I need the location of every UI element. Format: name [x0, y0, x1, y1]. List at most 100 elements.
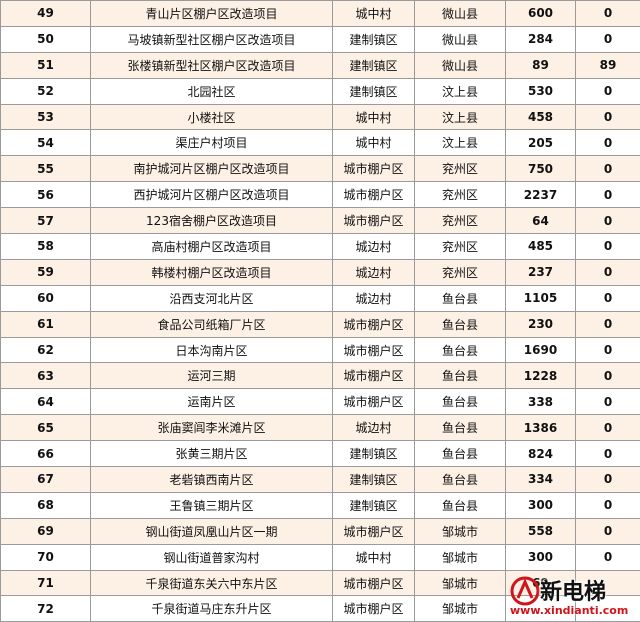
- table-row: 56 西护城河片区棚户区改造项目 城市棚户区 兖州区 2237 0: [0, 181, 640, 209]
- table-cell: 0: [575, 258, 640, 286]
- table-cell: 兖州区: [414, 233, 506, 260]
- table-row: 68 王鲁镇三期片区 建制镇区 鱼台县 300 0: [0, 491, 640, 519]
- table-row: 71 千泉街道东关六中东片区 城市棚户区 邹城市 69: [0, 569, 640, 597]
- table-cell: 城市棚户区: [332, 595, 415, 622]
- table-cell: 邹城市: [414, 569, 506, 597]
- table-cell: 兖州区: [414, 258, 506, 286]
- table-cell: 小楼社区: [90, 103, 333, 131]
- table-cell: 237: [505, 258, 576, 286]
- table-cell: 72: [0, 595, 91, 622]
- table-cell: 城中村: [332, 129, 415, 157]
- table-cell: 1228: [505, 362, 576, 390]
- table-cell: 600: [505, 0, 576, 27]
- table-cell: 城市棚户区: [332, 336, 415, 364]
- table-cell: 青山片区棚户区改造项目: [90, 0, 333, 27]
- table-cell: 建制镇区: [332, 466, 415, 493]
- table-cell: [575, 569, 640, 597]
- table-cell: 0: [575, 25, 640, 53]
- table-cell: 0: [575, 77, 640, 105]
- table-row: 50 马坡镇新型社区棚户区改造项目 建制镇区 微山县 284 0: [0, 25, 640, 53]
- table-cell: 汶上县: [414, 129, 506, 157]
- table-cell: 城边村: [332, 258, 415, 286]
- table-cell: 微山县: [414, 25, 506, 53]
- table-cell: 城市棚户区: [332, 517, 415, 545]
- table-cell: 0: [575, 207, 640, 235]
- table-cell: 58: [0, 233, 91, 260]
- table-cell: 鱼台县: [414, 310, 506, 338]
- table-cell: 52: [0, 77, 91, 105]
- table-cell: 60: [0, 284, 91, 312]
- table-row: 53 小楼社区 城中村 汶上县 458 0: [0, 103, 640, 131]
- table-cell: 230: [505, 310, 576, 338]
- table-cell: 城中村: [332, 543, 415, 571]
- table-cell: 食品公司纸箱厂片区: [90, 310, 333, 338]
- table-cell: 鱼台县: [414, 466, 506, 493]
- table-cell: 57: [0, 207, 91, 235]
- table-row: 62 日本沟南片区 城市棚户区 鱼台县 1690 0: [0, 336, 640, 364]
- table-cell: 城边村: [332, 233, 415, 260]
- table-cell: 建制镇区: [332, 491, 415, 519]
- table-cell: 张黄三期片区: [90, 440, 333, 468]
- table-cell: 鱼台县: [414, 388, 506, 416]
- table-cell: 千泉街道马庄东升片区: [90, 595, 333, 622]
- table-cell: 334: [505, 466, 576, 493]
- table-cell: 邹城市: [414, 517, 506, 545]
- table-cell: 南护城河片区棚户区改造项目: [90, 155, 333, 183]
- table-cell: 张庙窦闾李米滩片区: [90, 414, 333, 442]
- table-cell: 城中村: [332, 103, 415, 131]
- table-cell: 69: [0, 517, 91, 545]
- table-row: 64 运南片区 城市棚户区 鱼台县 338 0: [0, 388, 640, 416]
- table-cell: 51: [0, 51, 91, 79]
- table-cell: 建制镇区: [332, 25, 415, 53]
- table-cell: 53: [0, 103, 91, 131]
- table-cell: 兖州区: [414, 155, 506, 183]
- table-cell: 55: [0, 155, 91, 183]
- table-cell: 54: [0, 129, 91, 157]
- table-cell: 50: [0, 25, 91, 53]
- table-cell: 0: [575, 491, 640, 519]
- table-cell: 邹城市: [414, 595, 506, 622]
- table-cell: 2237: [505, 181, 576, 209]
- table-cell: 64: [505, 207, 576, 235]
- table-cell: 0: [575, 388, 640, 416]
- table-cell: 建制镇区: [332, 51, 415, 79]
- table-cell: 兖州区: [414, 207, 506, 235]
- table-cell: 300: [505, 543, 576, 571]
- table-cell: 北园社区: [90, 77, 333, 105]
- table-cell: 马坡镇新型社区棚户区改造项目: [90, 25, 333, 53]
- table-cell: 338: [505, 388, 576, 416]
- table-cell: 西护城河片区棚户区改造项目: [90, 181, 333, 209]
- table-cell: 鱼台县: [414, 414, 506, 442]
- table-cell: 韩楼村棚户区改造项目: [90, 258, 333, 286]
- table-cell: 0: [575, 543, 640, 571]
- table-cell: 高庙村棚户区改造项目: [90, 233, 333, 260]
- table-cell: 汶上县: [414, 103, 506, 131]
- table-cell: 67: [0, 466, 91, 493]
- table-cell: 城边村: [332, 284, 415, 312]
- table-cell: 66: [0, 440, 91, 468]
- table-cell: 王鲁镇三期片区: [90, 491, 333, 519]
- table-cell: 老砦镇西南片区: [90, 466, 333, 493]
- table-cell: 城市棚户区: [332, 362, 415, 390]
- table-row: 61 食品公司纸箱厂片区 城市棚户区 鱼台县 230 0: [0, 310, 640, 338]
- table-row: 69 钢山街道凤凰山片区一期 城市棚户区 邹城市 558 0: [0, 517, 640, 545]
- watermark-icon: [510, 576, 540, 606]
- table-cell: 微山县: [414, 51, 506, 79]
- table-cell: 鱼台县: [414, 336, 506, 364]
- table-cell: 0: [575, 233, 640, 260]
- table-cell: 61: [0, 310, 91, 338]
- table-cell: 0: [575, 517, 640, 545]
- table-cell: 张楼镇新型社区棚户区改造项目: [90, 51, 333, 79]
- table-cell: 兖州区: [414, 181, 506, 209]
- table-cell: 运河三期: [90, 362, 333, 390]
- table-row: 67 老砦镇西南片区 建制镇区 鱼台县 334 0: [0, 466, 640, 493]
- table-cell: 运南片区: [90, 388, 333, 416]
- table-cell: 城市棚户区: [332, 207, 415, 235]
- table-cell: 1690: [505, 336, 576, 364]
- table-cell: 62: [0, 336, 91, 364]
- table-cell: 城市棚户区: [332, 155, 415, 183]
- table-cell: 0: [575, 310, 640, 338]
- table-row: 65 张庙窦闾李米滩片区 城边村 鱼台县 1386 0: [0, 414, 640, 442]
- table-cell: 1386: [505, 414, 576, 442]
